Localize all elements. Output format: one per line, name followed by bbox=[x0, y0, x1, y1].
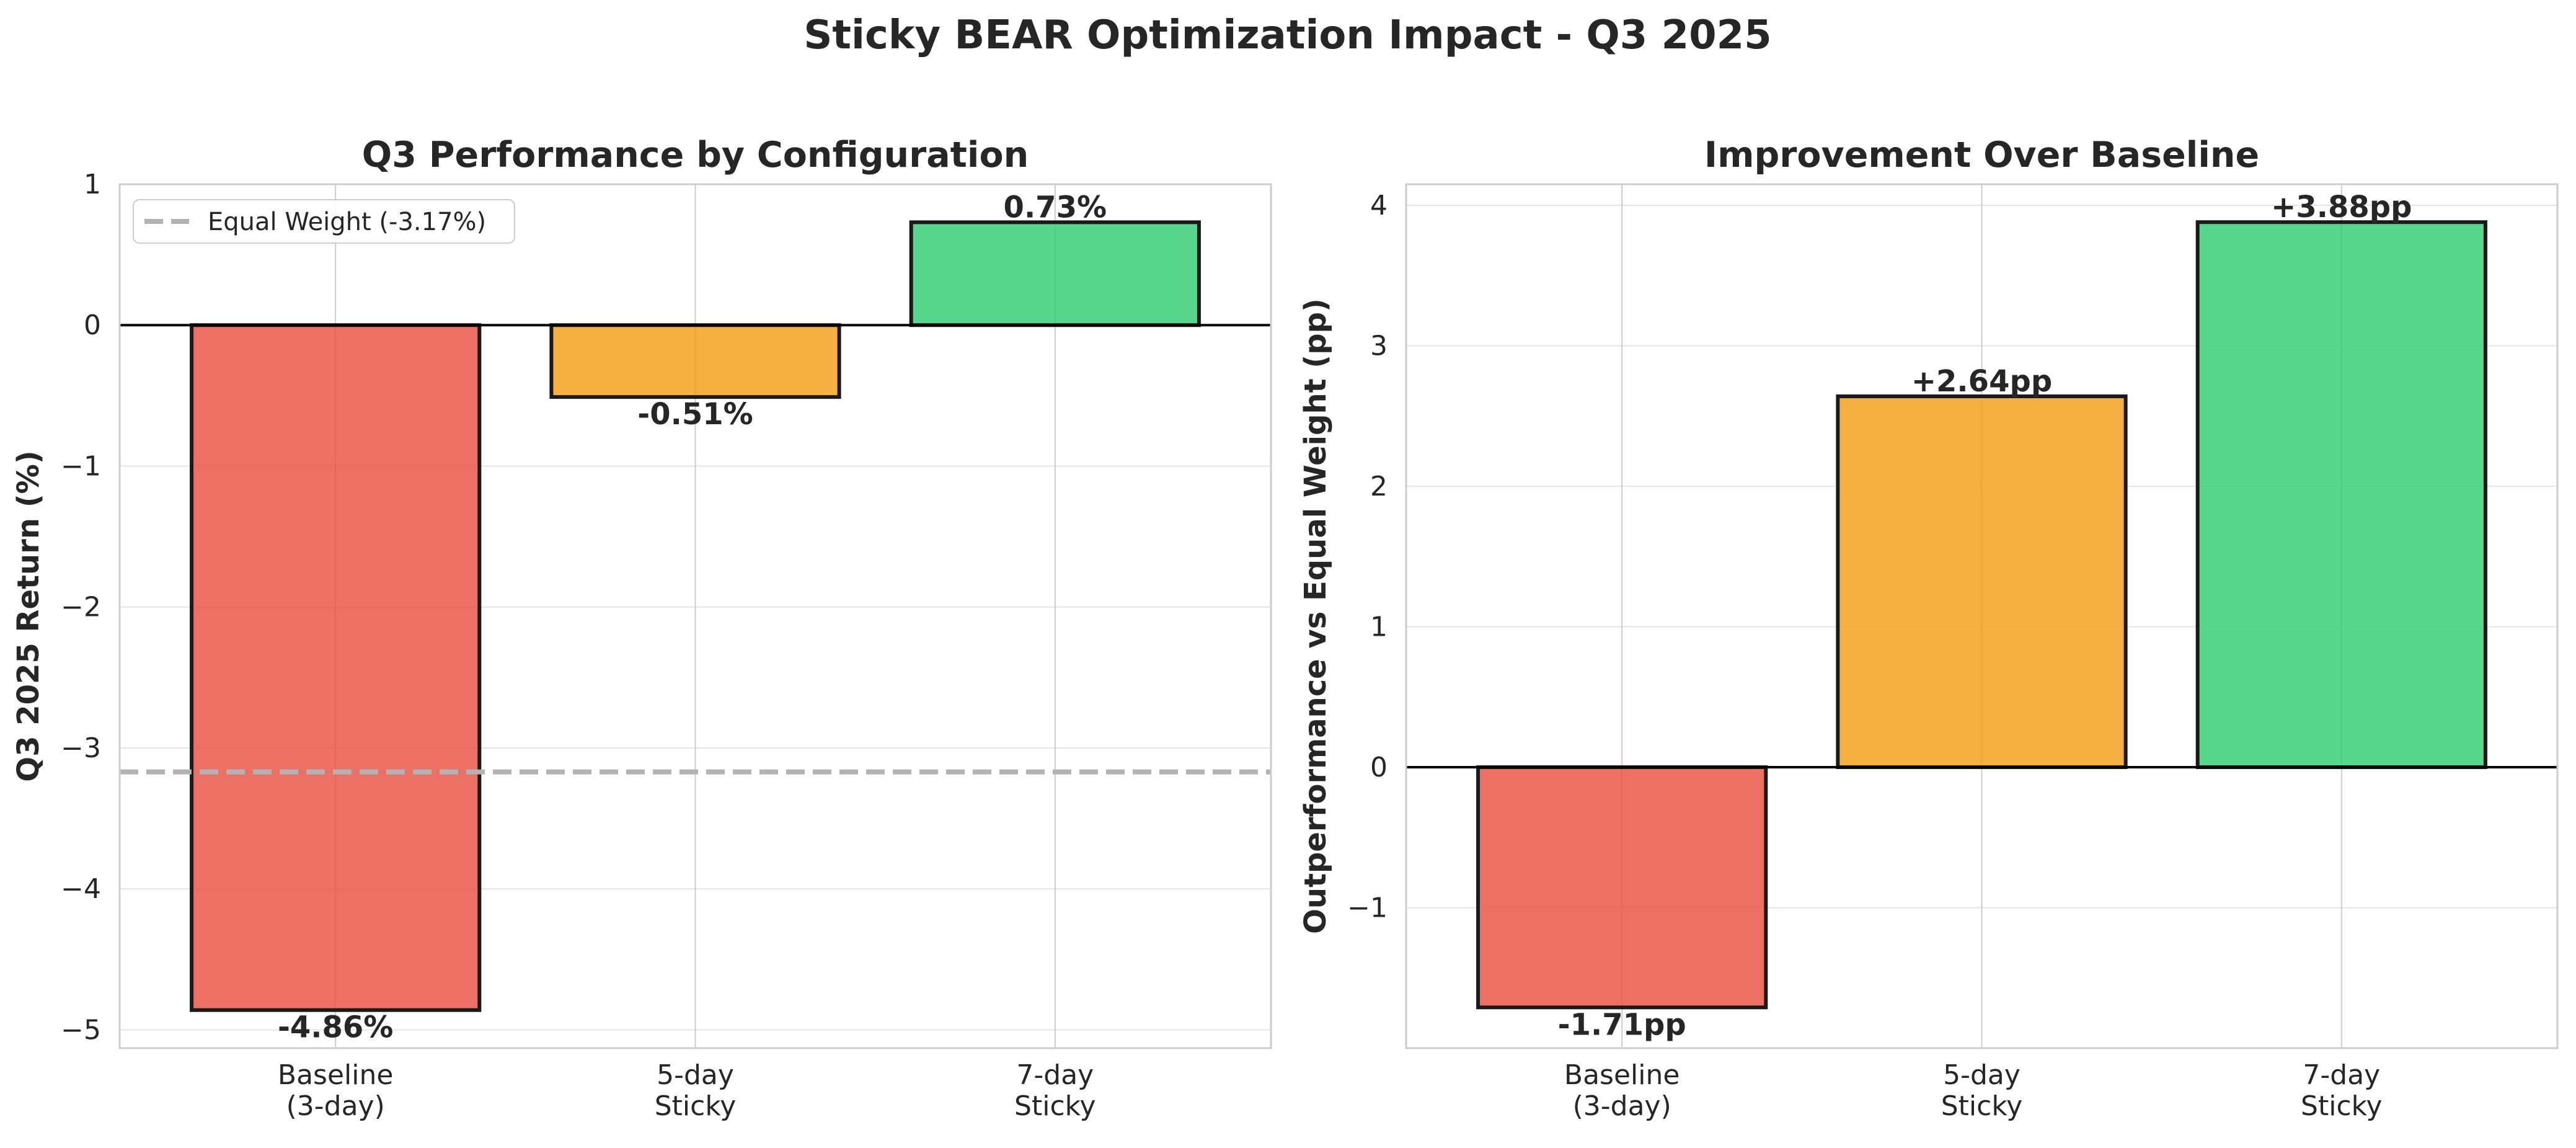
panel-title: Improvement Over Baseline bbox=[1704, 135, 2259, 176]
y-tick-label: −1 bbox=[1347, 892, 1388, 923]
bar-1 bbox=[190, 323, 482, 1012]
data-label: -4.86% bbox=[278, 1010, 393, 1045]
x-tick-label: 5-day Sticky bbox=[655, 1059, 737, 1122]
y-tick-label: 4 bbox=[1370, 190, 1388, 221]
legend-label: Equal Weight (-3.17%) bbox=[208, 208, 486, 236]
y-axis-label: Q3 2025 Return (%) bbox=[11, 450, 46, 781]
bar-3 bbox=[2195, 220, 2487, 769]
axes-frame bbox=[1405, 183, 2559, 1049]
data-label: 0.73% bbox=[1004, 190, 1107, 225]
x-tick-label: 7-day Sticky bbox=[2301, 1059, 2383, 1122]
y-tick-label: 0 bbox=[84, 309, 101, 341]
bar-2 bbox=[1836, 394, 2128, 769]
figure-title: Sticky BEAR Optimization Impact - Q3 202… bbox=[803, 12, 1771, 58]
x-tick-label: Baseline (3-day) bbox=[278, 1059, 394, 1122]
legend-box bbox=[133, 199, 515, 244]
legend: Equal Weight (-3.17%) bbox=[133, 199, 515, 244]
data-label: +2.64pp bbox=[1911, 364, 2052, 399]
y-axis-label: Outperformance vs Equal Weight (pp) bbox=[1298, 298, 1333, 934]
y-tick-label: 1 bbox=[84, 169, 101, 200]
bar-3 bbox=[909, 220, 1201, 327]
y-tick-label: 3 bbox=[1370, 330, 1388, 362]
y-tick-label: −4 bbox=[61, 873, 101, 905]
bar-1 bbox=[1476, 765, 1768, 1010]
chart-panel-1: -4.86% -0.51% 0.73% 1 0 −1 −2 −3 −4 −5 Baseline (3-… bbox=[11, 135, 1272, 1122]
y-tick-label: 2 bbox=[1370, 471, 1388, 502]
chart-panel-2: -1.71pp +2.64pp +3.88pp 4 3 2 1 0 −1 Baseline (3-d… bbox=[1298, 135, 2559, 1122]
y-tick-label: −1 bbox=[61, 450, 101, 482]
x-tick-label: 7-day Sticky bbox=[1014, 1059, 1096, 1122]
data-label: -0.51% bbox=[637, 397, 753, 432]
data-label: +3.88pp bbox=[2271, 190, 2412, 225]
x-tick-label: 5-day Sticky bbox=[1941, 1059, 2023, 1122]
x-tick-label: Baseline (3-day) bbox=[1564, 1059, 1680, 1122]
bar-2 bbox=[549, 323, 841, 399]
y-tick-label: 0 bbox=[1370, 752, 1388, 783]
y-tick-label: −5 bbox=[61, 1014, 101, 1046]
axes-frame bbox=[118, 183, 1272, 1049]
y-tick-label: −3 bbox=[61, 732, 101, 764]
y-tick-label: 1 bbox=[1370, 611, 1388, 643]
panel-title: Q3 Performance by Configuration bbox=[362, 135, 1029, 176]
data-label: -1.71pp bbox=[1558, 1007, 1686, 1042]
y-tick-label: −2 bbox=[61, 592, 101, 623]
